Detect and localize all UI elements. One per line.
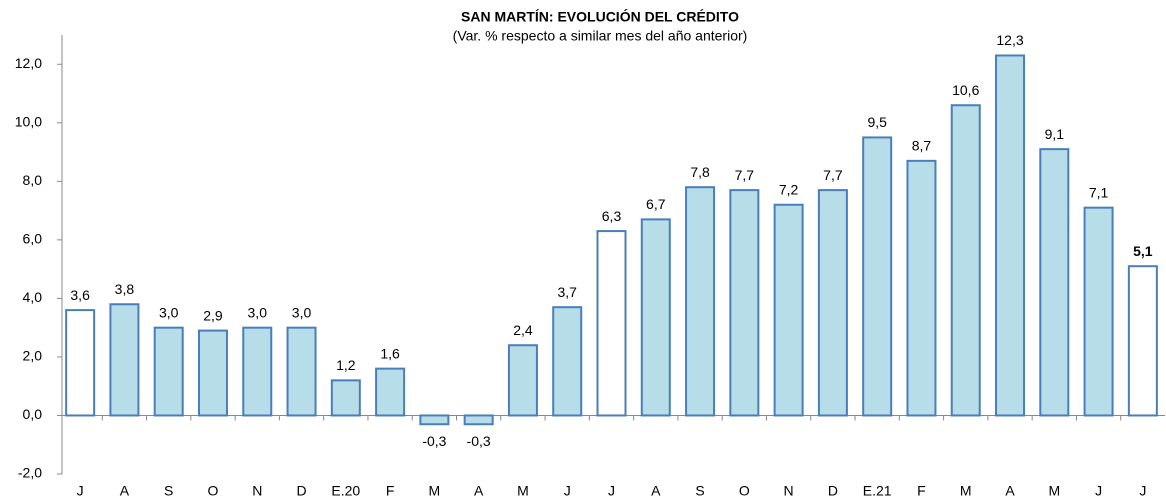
bar xyxy=(286,326,317,417)
bar xyxy=(463,414,494,426)
x-tick-label: A xyxy=(120,483,130,499)
bar xyxy=(995,54,1026,417)
x-tick-label: M xyxy=(960,483,972,499)
x-tick-label: J xyxy=(564,483,571,499)
bar xyxy=(242,326,273,417)
value-label: 3,0 xyxy=(159,304,179,320)
value-label: -0,3 xyxy=(422,433,446,449)
bar xyxy=(817,189,848,417)
x-tick-label: M xyxy=(1048,483,1060,499)
value-label: -0,3 xyxy=(467,433,491,449)
x-tick-label: S xyxy=(164,483,173,499)
x-tick-label: S xyxy=(695,483,704,499)
x-tick-label: N xyxy=(252,483,262,499)
bar xyxy=(685,186,716,417)
chart-title: SAN MARTÍN: EVOLUCIÓN DEL CRÉDITO xyxy=(461,8,739,25)
bar xyxy=(197,329,228,417)
value-label: 2,4 xyxy=(513,322,533,338)
value-label: 9,5 xyxy=(867,114,887,130)
x-tick-label: F xyxy=(917,483,926,499)
value-label: 2,9 xyxy=(203,307,223,323)
bar xyxy=(65,309,96,417)
x-tick-label: A xyxy=(474,483,484,499)
value-label: 5,1 xyxy=(1133,243,1153,259)
value-label: 6,7 xyxy=(646,196,666,212)
value-label: 3,0 xyxy=(292,304,312,320)
x-tick-label: J xyxy=(608,483,615,499)
x-tick-label: M xyxy=(517,483,529,499)
value-label: 3,0 xyxy=(248,304,268,320)
bar xyxy=(729,189,760,417)
value-label: 1,6 xyxy=(380,345,400,361)
bar xyxy=(640,218,671,417)
x-tick-label: M xyxy=(429,483,441,499)
bar xyxy=(1039,148,1070,417)
y-tick-label: 12,0 xyxy=(15,55,42,71)
bar xyxy=(1083,206,1114,417)
y-tick-label: 0,0 xyxy=(23,406,43,422)
y-tick-label: 6,0 xyxy=(23,231,43,247)
x-tick-label: O xyxy=(739,483,750,499)
x-tick-label: J xyxy=(1095,483,1102,499)
bar xyxy=(862,136,893,417)
x-tick-label: J xyxy=(1139,483,1146,499)
bar xyxy=(330,379,361,417)
y-tick-label: 10,0 xyxy=(15,114,42,130)
value-label: 6,3 xyxy=(602,208,622,224)
x-tick-label: J xyxy=(77,483,84,499)
y-tick-label: 4,0 xyxy=(23,289,43,305)
y-tick-label: 8,0 xyxy=(23,172,43,188)
bar xyxy=(773,203,804,417)
bar xyxy=(950,104,981,417)
value-label: 3,8 xyxy=(115,281,135,297)
bar xyxy=(1127,265,1158,417)
x-tick-label: N xyxy=(784,483,794,499)
bar xyxy=(375,367,406,417)
value-label: 3,7 xyxy=(557,284,577,300)
bar xyxy=(507,344,538,417)
value-label: 7,7 xyxy=(735,167,755,183)
bar xyxy=(596,230,627,417)
y-tick-label: 2,0 xyxy=(23,348,43,364)
x-tick-label: O xyxy=(208,483,219,499)
value-label: 7,7 xyxy=(823,167,843,183)
bar xyxy=(153,326,184,417)
value-label: 8,7 xyxy=(912,138,932,154)
value-label: 3,6 xyxy=(70,287,90,303)
x-tick-label: E.20 xyxy=(331,483,360,499)
value-label: 7,2 xyxy=(779,181,799,197)
value-label: 12,3 xyxy=(996,32,1023,48)
value-label: 9,1 xyxy=(1045,126,1065,142)
value-label: 1,2 xyxy=(336,357,356,373)
x-tick-label: F xyxy=(386,483,395,499)
bar xyxy=(906,159,937,417)
x-tick-label: A xyxy=(1005,483,1015,499)
bar xyxy=(552,306,583,417)
x-tick-label: A xyxy=(651,483,661,499)
x-tick-label: E.21 xyxy=(863,483,892,499)
value-label: 7,8 xyxy=(690,164,710,180)
x-tick-label: D xyxy=(828,483,838,499)
bar xyxy=(419,414,450,426)
x-tick-label: D xyxy=(296,483,306,499)
value-label: 10,6 xyxy=(952,82,979,98)
bar xyxy=(109,303,140,417)
value-label: 7,1 xyxy=(1089,184,1109,200)
chart-subtitle: (Var. % respecto a similar mes del año a… xyxy=(453,28,748,44)
y-tick-label: -2,0 xyxy=(18,465,42,481)
